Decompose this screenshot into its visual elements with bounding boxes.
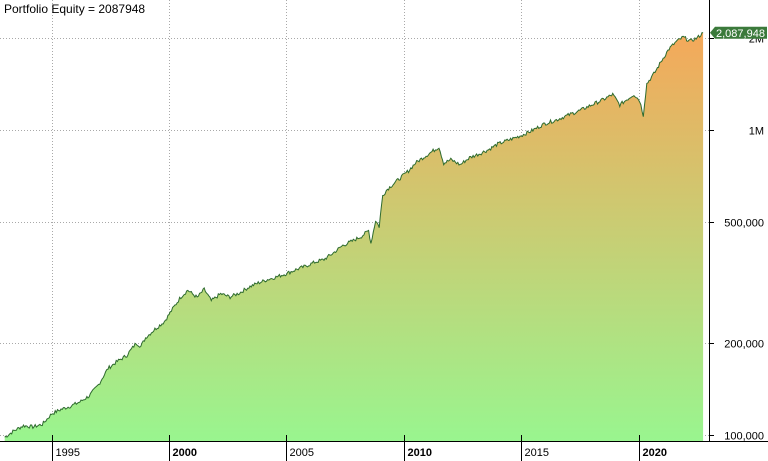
equity-area [4, 32, 704, 441]
x-tick-label: 2015 [525, 447, 549, 459]
y-tick-label: 1M [749, 126, 764, 138]
last-value-tag-bg [710, 26, 767, 39]
chart-title: Portfolio Equity = 2087948 [4, 2, 145, 16]
equity-line [4, 32, 704, 438]
x-tick-label: 1995 [56, 447, 80, 459]
x-tick-label: 2000 [173, 447, 197, 459]
y-tick-label: 200,000 [724, 339, 764, 351]
x-tick-label: 2020 [643, 447, 667, 459]
y-tick-label: 100,000 [724, 431, 764, 443]
last-value-tag: 2,087,948 [710, 26, 767, 40]
last-value-label: 2,087,948 [716, 28, 765, 40]
y-tick-label: 500,000 [724, 218, 764, 230]
x-tick-label: 2005 [290, 447, 314, 459]
x-tick-label: 2010 [408, 447, 432, 459]
